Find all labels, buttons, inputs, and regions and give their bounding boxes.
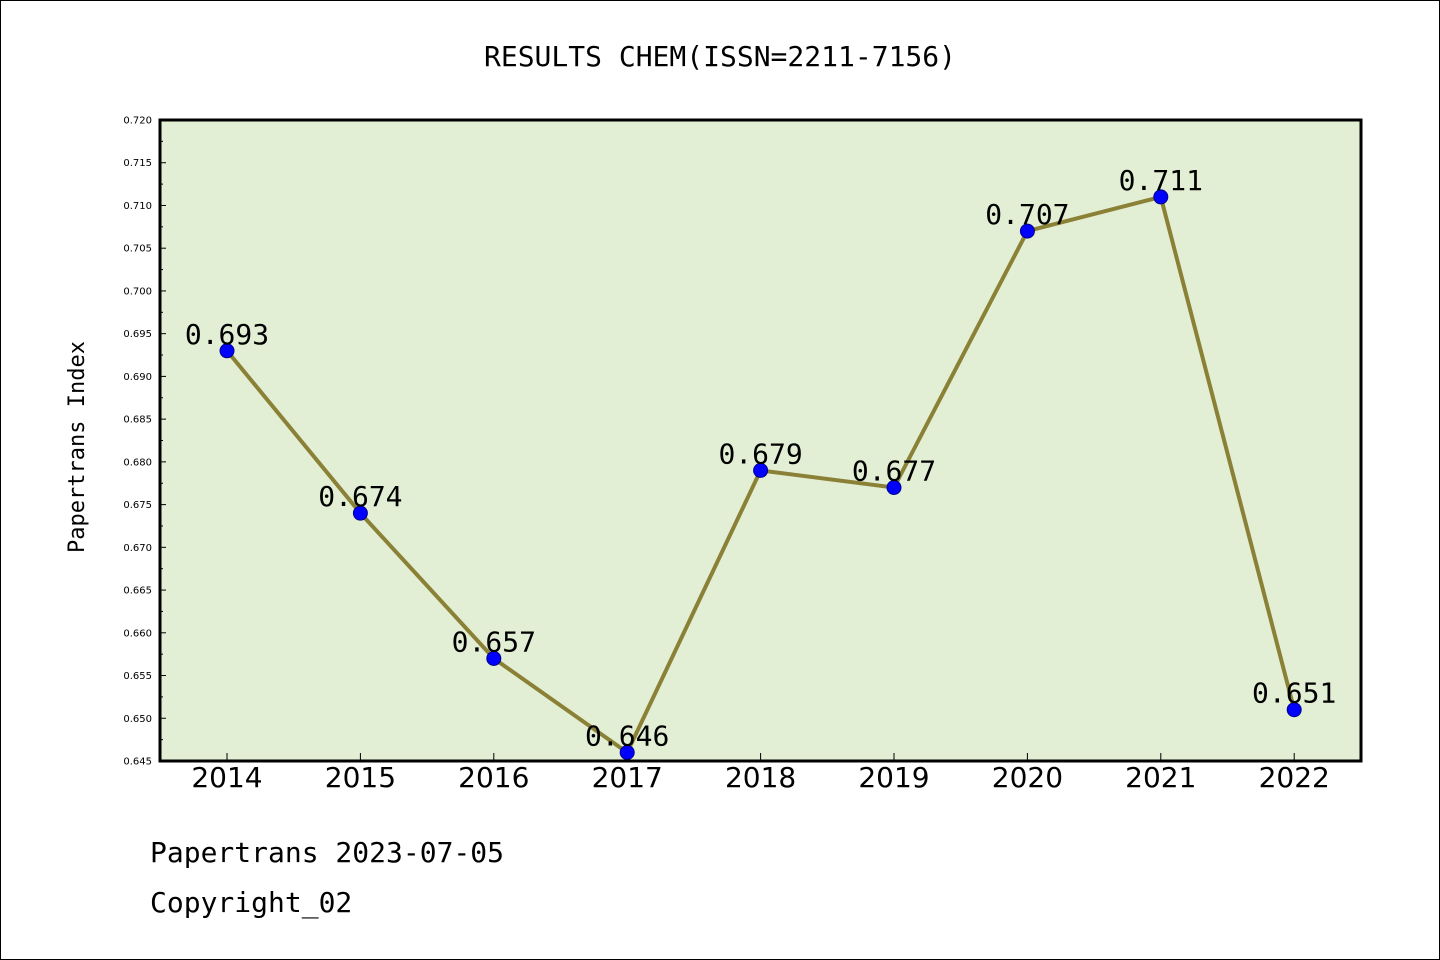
y-tick-label: 0.645 <box>123 757 152 768</box>
data-point <box>1153 189 1169 205</box>
y-tick-label: 0.690 <box>123 372 152 383</box>
y-tick-label: 0.715 <box>123 158 152 169</box>
y-tick-label: 0.720 <box>123 116 152 127</box>
y-tick-label: 0.655 <box>123 671 152 682</box>
data-label: 0.674 <box>318 480 402 513</box>
x-tick-label: 2021 <box>1125 761 1196 794</box>
plot-border <box>158 118 1363 763</box>
x-tick-label: 2022 <box>1259 761 1330 794</box>
data-label: 0.651 <box>1252 677 1336 710</box>
y-tick-label: 0.680 <box>123 457 152 468</box>
data-label: 0.679 <box>718 437 802 470</box>
y-tick-label: 0.665 <box>123 586 152 597</box>
y-tick-label: 0.700 <box>123 286 152 297</box>
x-tick-label: 2016 <box>458 761 529 794</box>
data-label: 0.657 <box>452 625 536 658</box>
y-tick-label: 0.660 <box>123 628 152 639</box>
data-point <box>219 343 235 359</box>
data-labels-group: 0.693 0.674 0.657 0.646 0.679 0.677 0.707 0.711… <box>185 164 1336 753</box>
y-tick-label: 0.705 <box>123 244 152 255</box>
chart-title: RESULTS CHEM(ISSN=2211-7156) <box>484 40 956 73</box>
data-point <box>619 744 635 760</box>
x-tick-label: 2017 <box>592 761 663 794</box>
y-tick-label: 0.695 <box>123 329 152 340</box>
x-axis: 2014 2015 2016 2017 2018 2019 2020 2021 2022 <box>191 753 1330 794</box>
footer-copyright: Copyright_02 <box>150 886 353 919</box>
data-point <box>1286 702 1302 718</box>
x-tick-label: 2018 <box>725 761 796 794</box>
y-tick-label: 0.670 <box>123 543 152 554</box>
data-label: 0.707 <box>985 198 1069 231</box>
plot-area <box>160 120 1361 761</box>
y-tick-label: 0.675 <box>123 500 152 511</box>
y-tick-label: 0.685 <box>123 415 152 426</box>
data-point <box>486 650 502 666</box>
y-tick-label: 0.650 <box>123 714 152 725</box>
x-tick-label: 2014 <box>191 761 262 794</box>
data-point <box>886 480 902 496</box>
markers-group <box>219 189 1302 760</box>
x-tick-label: 2020 <box>992 761 1063 794</box>
data-point <box>352 505 368 521</box>
data-label: 0.646 <box>585 719 669 752</box>
x-tick-label: 2019 <box>858 761 929 794</box>
y-tick-label: 0.710 <box>123 201 152 212</box>
y-axis: 0.645 0.650 0.655 0.660 0.665 0.670 0.675 0.680… <box>123 116 166 768</box>
y-axis-label: Papertrans Index <box>65 341 90 553</box>
data-label: 0.711 <box>1119 164 1203 197</box>
data-point <box>1019 223 1035 239</box>
x-tick-label: 2015 <box>325 761 396 794</box>
data-label: 0.693 <box>185 318 269 351</box>
data-point <box>753 462 769 478</box>
footer-date: Papertrans 2023-07-05 <box>150 836 505 869</box>
data-label: 0.677 <box>852 455 936 488</box>
